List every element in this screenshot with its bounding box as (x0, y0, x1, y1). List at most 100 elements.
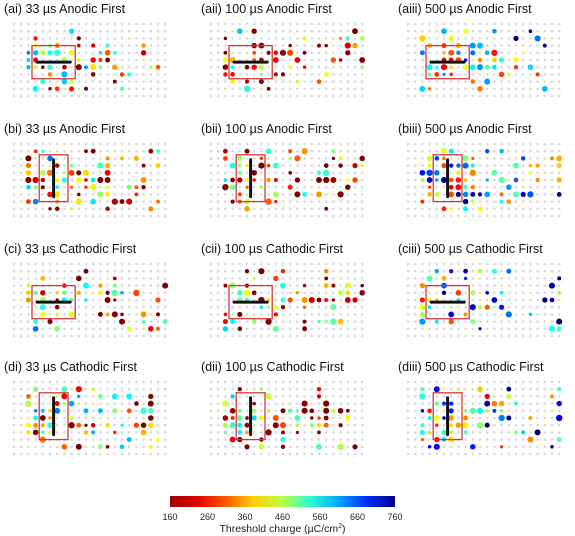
grid-dot (267, 452, 270, 456)
grid-dot (84, 327, 88, 331)
threshold-dot (84, 86, 88, 91)
threshold-dot (484, 422, 490, 428)
grid-dot (163, 51, 167, 55)
grid-dot (406, 423, 410, 427)
grid-dot (224, 269, 227, 273)
panel-grid: (ai) 33 µs Anodic First (aii) 100 µs Anod… (4, 2, 563, 456)
grid-dot (224, 164, 227, 167)
grid-dot (91, 142, 95, 146)
grid-dot (303, 200, 306, 203)
threshold-dot (316, 170, 322, 175)
grid-dot (413, 445, 417, 449)
threshold-dot (32, 386, 39, 393)
grid-dot (507, 262, 511, 266)
grid-dot (113, 262, 117, 266)
panel-title: (bii) 100 µs Anodic First (201, 122, 332, 136)
threshold-dot (484, 191, 491, 198)
threshold-dot (33, 319, 38, 324)
threshold-dot (507, 72, 511, 77)
grid-dot (216, 44, 220, 47)
grid-dot (127, 164, 131, 167)
grid-dot (209, 313, 213, 316)
grid-dot (113, 94, 117, 98)
grid-dot (135, 142, 138, 146)
grid-dot (324, 291, 328, 295)
grid-dot (514, 395, 518, 398)
grid-dot (252, 73, 256, 76)
grid-dot (310, 402, 314, 405)
grid-dot (238, 80, 242, 83)
threshold-dot (33, 50, 39, 56)
grid-dot (346, 214, 350, 218)
grid-dot (12, 262, 16, 266)
grid-dot (260, 262, 263, 266)
grid-dot (317, 157, 321, 160)
grid-dot (413, 157, 417, 160)
grid-dot (485, 313, 489, 316)
grid-dot (156, 73, 160, 76)
threshold-dot (499, 408, 504, 413)
grid-dot (12, 94, 16, 98)
grid-dot (550, 44, 554, 47)
grid-dot (91, 193, 95, 196)
threshold-dot (442, 156, 446, 161)
grid-dot (113, 87, 117, 91)
threshold-dot (448, 148, 454, 154)
grid-dot (156, 80, 160, 83)
grid-dot (442, 22, 446, 26)
grid-dot (231, 298, 234, 302)
grid-dot (346, 445, 350, 449)
grid-dot (120, 58, 124, 62)
grid-dot (274, 380, 278, 384)
grid-dot (113, 452, 117, 456)
grid-dot (209, 445, 213, 449)
grid-dot (267, 73, 270, 76)
grid-dot (163, 94, 167, 98)
threshold-dot (40, 408, 45, 413)
panel-8: (cii) 100 µs Cathodic First (201, 242, 365, 338)
grid-dot (353, 291, 357, 295)
grid-dot (428, 269, 431, 273)
electrode-grid (406, 380, 561, 456)
grid-dot (216, 29, 220, 33)
grid-dot (12, 445, 16, 449)
grid-dot (135, 214, 138, 218)
grid-dot (406, 214, 410, 218)
threshold-dot (470, 50, 476, 56)
grid-dot (274, 284, 278, 287)
grid-dot (543, 214, 547, 218)
grid-dot (27, 193, 30, 196)
grid-dot (41, 207, 45, 211)
threshold-dot (236, 28, 243, 35)
grid-dot (99, 277, 102, 280)
grid-dot (274, 445, 278, 449)
grid-dot (19, 51, 23, 55)
grid-dot (507, 277, 511, 280)
grid-dot (209, 277, 213, 280)
grid-dot (77, 452, 81, 456)
grid-dot (478, 380, 482, 384)
threshold-dot (345, 184, 351, 190)
threshold-dot (223, 148, 228, 154)
threshold-dot (309, 423, 314, 428)
panel-title: (cii) 100 µs Cathodic First (201, 242, 343, 256)
grid-dot (163, 313, 167, 316)
panel-10: (di) 33 µs Cathodic First (4, 360, 167, 456)
threshold-dot (441, 206, 447, 212)
grid-dot (507, 298, 511, 302)
grid-dot (514, 409, 518, 413)
grid-dot (457, 73, 460, 76)
grid-dot (27, 142, 30, 146)
grid-dot (529, 185, 532, 189)
grid-dot (274, 22, 278, 26)
threshold-dot (162, 319, 168, 325)
threshold-dot (76, 290, 81, 295)
grid-dot (55, 65, 59, 69)
grid-dot (303, 416, 306, 420)
threshold-dot (498, 400, 505, 407)
grid-dot (485, 298, 489, 302)
grid-dot (457, 445, 460, 449)
grid-dot (224, 438, 227, 441)
grid-dot (457, 320, 460, 323)
threshold-dot (294, 155, 301, 162)
